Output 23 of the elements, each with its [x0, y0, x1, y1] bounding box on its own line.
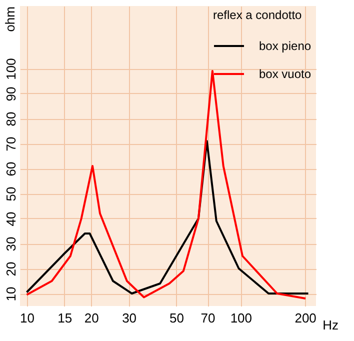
y-tick-label: 90 [4, 86, 18, 102]
y-tick-label: 100 [4, 58, 18, 80]
legend-label: box vuoto [259, 67, 312, 81]
x-tick-label: 100 [230, 310, 252, 326]
y-tick-label: 80 [4, 112, 18, 126]
y-axis-title: ohm [2, 6, 18, 32]
x-tick-label: 20 [84, 310, 99, 326]
legend-title: reflex a condotto [213, 8, 302, 22]
x-axis-title: Hz [322, 318, 338, 332]
y-tick-label: 70 [4, 136, 18, 152]
x-tick-label: 10 [20, 310, 34, 326]
x-tick-label: 30 [122, 310, 137, 326]
x-tick-label: 15 [58, 310, 72, 326]
legend-label: box pieno [259, 39, 312, 53]
y-tick-label: 10 [4, 286, 18, 302]
x-tick-label: 70 [200, 310, 216, 326]
y-tick-label: 50 [4, 186, 18, 202]
x-tick-label: 50 [170, 310, 184, 326]
y-tick-label: 30 [4, 236, 18, 252]
x-tick-label: 200 [294, 310, 316, 326]
y-tick-label: 40 [4, 212, 18, 226]
y-tick-label: 60 [4, 162, 18, 176]
y-tick-label: 20 [4, 262, 18, 276]
